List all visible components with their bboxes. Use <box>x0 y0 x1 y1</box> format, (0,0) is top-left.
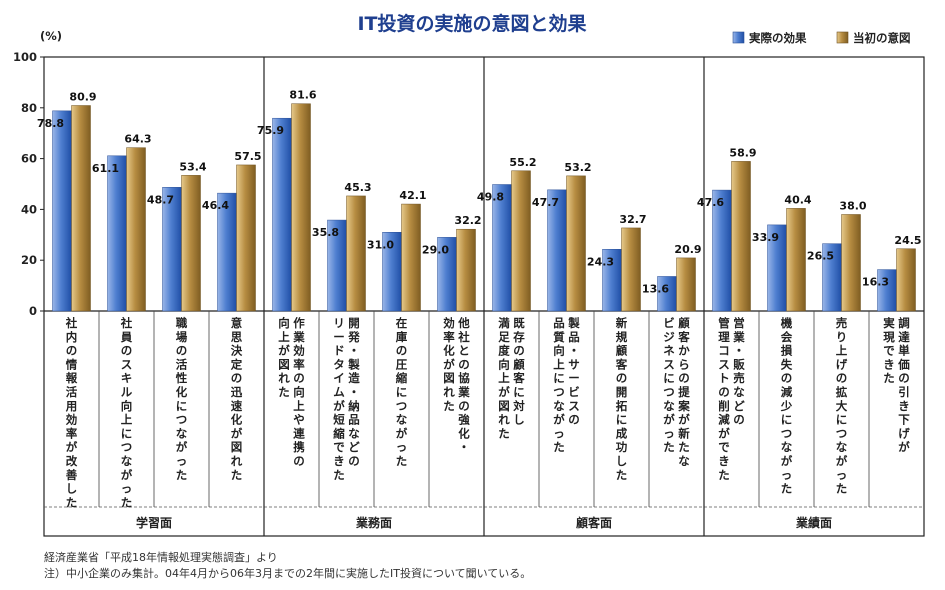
category-label: 開発・製造・納品などの <box>347 316 360 468</box>
data-label-actual: 13.6 <box>642 282 669 295</box>
bar-intended <box>566 175 586 312</box>
bar-intended <box>181 175 201 312</box>
data-label-intended: 55.2 <box>509 156 536 169</box>
category-label: 新規顧客の開拓に成功した <box>615 316 628 482</box>
group-label: 顧客面 <box>576 515 612 530</box>
category-label: 調達単価の引き下げが <box>897 316 910 454</box>
legend-swatch-actual <box>732 31 745 44</box>
data-label-actual: 48.7 <box>147 193 174 206</box>
source-note: 経済産業省「平成18年情報処理実態調査」より <box>44 550 278 564</box>
data-label-intended: 53.2 <box>564 161 591 174</box>
y-tick-label: 20 <box>21 253 37 267</box>
data-label-actual: 16.3 <box>862 276 889 289</box>
category-label: 効率化が図れた <box>443 316 455 413</box>
data-label-intended: 32.2 <box>454 214 481 227</box>
bar-intended <box>786 208 806 312</box>
bar-intended <box>291 103 311 312</box>
group-labels: 学習面 業務面 顧客面 業績面 <box>136 515 832 530</box>
data-label-actual: 33.9 <box>752 231 779 244</box>
data-label-actual: 47.6 <box>697 196 724 209</box>
bar-intended <box>896 248 916 312</box>
data-label-actual: 29.0 <box>422 243 449 256</box>
bar-intended <box>401 203 421 312</box>
y-tick-label: 40 <box>21 202 37 216</box>
data-label-actual: 46.4 <box>202 199 229 212</box>
category-label: 社内の情報活用効率が改善した <box>65 316 78 509</box>
data-label-intended: 40.4 <box>784 193 811 206</box>
bar-intended <box>456 228 476 312</box>
footnote: 注）中小企業のみ集計。04年4月から06年3月までの2年間に実施したIT投資につ… <box>44 566 531 580</box>
category-label: 他社との協業の強化・ <box>457 316 470 454</box>
data-label-intended: 42.1 <box>399 189 426 202</box>
bar-actual <box>52 110 72 312</box>
category-label: 社員のスキル向上につながった <box>120 316 133 509</box>
category-label: 作業効率の向上や連携の <box>292 316 305 468</box>
data-label-actual: 61.1 <box>92 162 119 175</box>
bar-intended <box>621 227 641 312</box>
category-label: 顧客からの提案が新たな <box>677 316 690 468</box>
category-label: 売り上げの拡大につながった <box>836 316 848 496</box>
category-label: 意思決定の迅速化が図れた <box>231 316 243 482</box>
category-label: 満足度向上が図れた <box>498 316 510 440</box>
data-label-intended: 64.3 <box>124 133 151 146</box>
bar-actual <box>272 117 292 312</box>
data-label-actual: 47.7 <box>532 196 559 209</box>
category-label: 実現できた <box>883 316 895 385</box>
category-label: 既存の顧客に対し <box>512 316 525 427</box>
category-label: 在庫の圧縮につながった <box>396 316 408 468</box>
y-axis-unit: (%) <box>40 29 62 43</box>
data-label-actual: 78.8 <box>37 117 64 130</box>
legend: 実際の効果 当初の意図 <box>732 31 911 45</box>
bar-intended <box>731 161 751 312</box>
bar-intended <box>126 147 146 312</box>
bar-intended <box>71 105 91 312</box>
data-label-intended: 24.5 <box>894 234 921 247</box>
category-label: リードタイムが短縮できた <box>333 316 345 482</box>
bar-intended <box>676 257 696 312</box>
data-label-actual: 31.0 <box>367 238 394 251</box>
data-label-intended: 80.9 <box>69 91 96 104</box>
data-label-intended: 38.0 <box>839 199 866 212</box>
category-label: ビジネスにつながった <box>663 316 675 454</box>
category-label: 製品・サービスの <box>567 316 580 427</box>
category-labels: 社内の情報活用効率が改善した 社員のスキル向上につながった 職場の活性化につながった… <box>65 316 911 509</box>
category-label: 向上が図れた <box>278 316 290 399</box>
y-tick-label: 0 <box>29 304 37 318</box>
category-label: 品質向上につながった <box>553 316 565 454</box>
y-axis: 0 20 40 60 80 100 <box>13 50 44 318</box>
category-label: 職場の活性化につながった <box>176 316 188 482</box>
data-label-intended: 45.3 <box>344 181 371 194</box>
data-label-intended: 32.7 <box>619 213 646 226</box>
bar-actual <box>107 155 127 312</box>
chart-title: IT投資の実施の意図と効果 <box>357 12 586 35</box>
data-label-actual: 75.9 <box>257 124 284 137</box>
data-label-actual: 49.8 <box>477 191 504 204</box>
y-tick-label: 60 <box>21 152 37 166</box>
data-label-actual: 26.5 <box>807 250 834 263</box>
data-label-actual: 35.8 <box>312 226 339 239</box>
data-label-intended: 53.4 <box>179 160 206 173</box>
group-label: 業績面 <box>795 515 832 530</box>
data-label-intended: 81.6 <box>289 89 316 102</box>
category-label: 管理コストの削減ができた <box>718 316 730 482</box>
y-tick-label: 100 <box>13 50 37 64</box>
data-label-actual: 24.3 <box>587 255 614 268</box>
legend-swatch-intended <box>836 31 849 44</box>
y-tick-label: 80 <box>21 101 37 115</box>
data-label-intended: 57.5 <box>234 150 261 163</box>
data-label-intended: 58.9 <box>729 146 756 159</box>
legend-label-intended: 当初の意図 <box>853 31 911 45</box>
group-label: 業務面 <box>355 515 392 530</box>
bar-intended <box>346 195 366 312</box>
legend-label-actual: 実際の効果 <box>749 31 807 45</box>
bar-intended <box>841 214 861 312</box>
category-label: 機会損失の減少につながった <box>780 316 793 496</box>
bar-intended <box>236 164 256 312</box>
category-label: 営業・販売などの <box>732 316 745 427</box>
group-label: 学習面 <box>136 515 172 530</box>
bar-intended <box>511 170 531 312</box>
data-label-intended: 20.9 <box>674 243 701 256</box>
bars: 78.8 80.9 61.1 64.3 48.7 53.4 46.4 57.5 75.9 81.6… <box>37 89 922 312</box>
